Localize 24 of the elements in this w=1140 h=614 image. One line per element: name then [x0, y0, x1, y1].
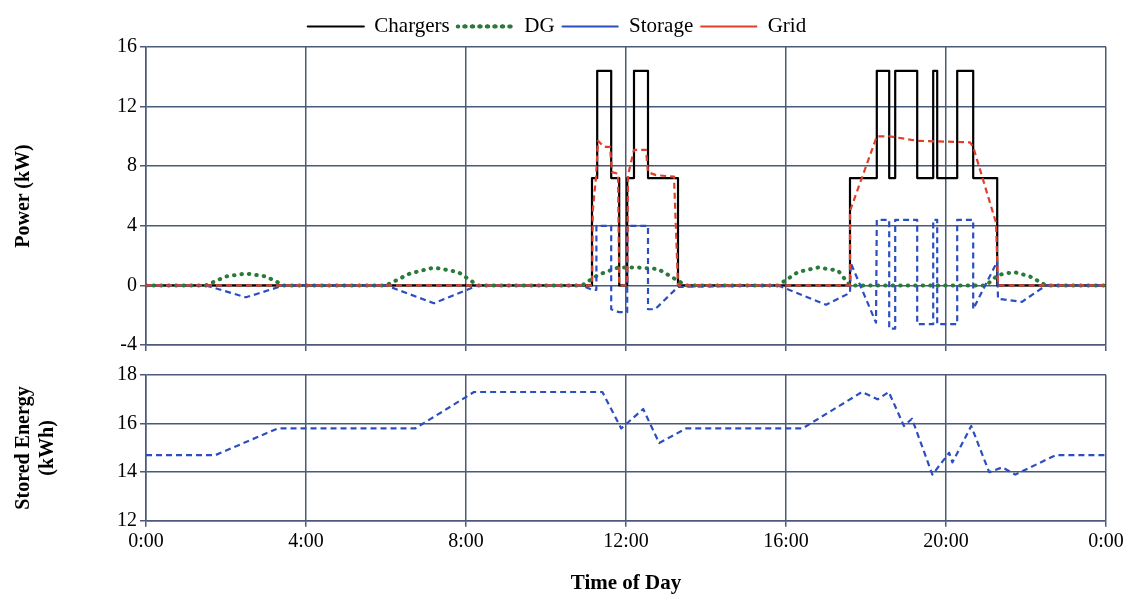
y-tick-label: 4	[127, 213, 137, 236]
x-axis-title: Time of Day	[570, 569, 682, 594]
legend-label: Chargers	[374, 13, 450, 38]
y-tick-label: 16	[117, 410, 137, 433]
x-tick-label: 20:00	[923, 529, 969, 552]
x-tick-label: 16:00	[763, 529, 809, 552]
y-tick-label: 14	[117, 459, 137, 482]
x-tick-label: 4:00	[288, 529, 324, 552]
x-tick-label: 0:00	[1088, 529, 1124, 552]
x-tick-label: 8:00	[448, 529, 484, 552]
y-tick-label: -4	[120, 332, 137, 355]
y-tick-label: 12	[117, 93, 137, 116]
y-tick-label: 16	[117, 34, 137, 57]
y-tick-label: 8	[127, 153, 137, 176]
legend-label: Storage	[629, 13, 694, 38]
x-tick-label: 12:00	[603, 529, 649, 552]
y-tick-label: 0	[127, 272, 137, 295]
y-tick-label: 12	[117, 508, 137, 531]
y-tick-label: 18	[117, 362, 137, 385]
y-axis-title: Power (kW)	[11, 144, 35, 248]
x-tick-label: 0:00	[128, 529, 164, 552]
legend-label: Grid	[767, 13, 807, 38]
legend-label: DG	[524, 13, 555, 38]
y-axis-title: Stored Energy (kWh)	[11, 386, 59, 510]
